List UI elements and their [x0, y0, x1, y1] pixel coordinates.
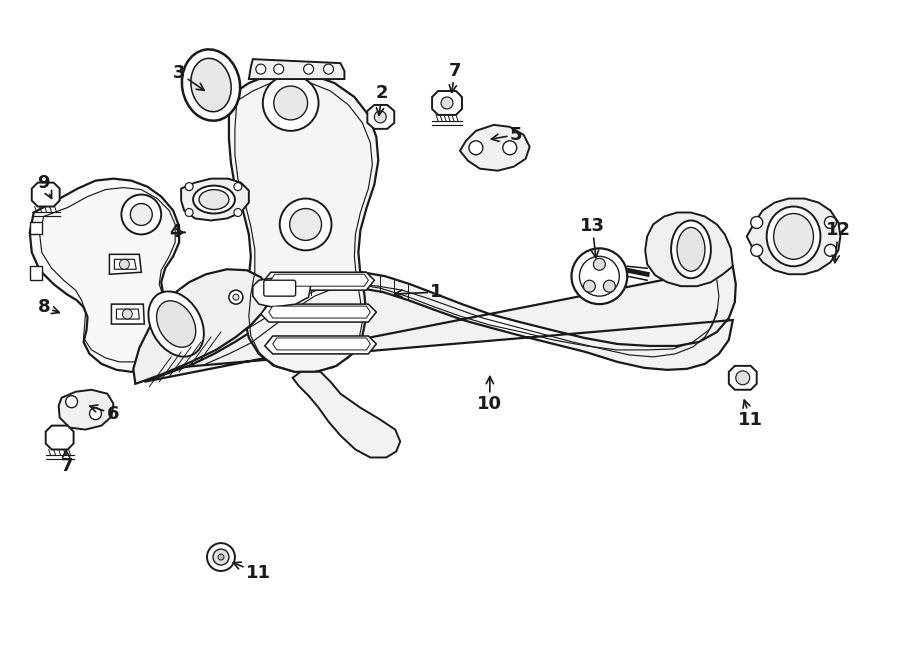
- Circle shape: [736, 371, 750, 385]
- Circle shape: [824, 244, 836, 256]
- Circle shape: [290, 209, 321, 240]
- Circle shape: [503, 141, 517, 155]
- Polygon shape: [58, 390, 113, 430]
- Polygon shape: [133, 269, 269, 384]
- Text: 5: 5: [491, 126, 522, 144]
- Polygon shape: [432, 91, 462, 115]
- Ellipse shape: [148, 291, 204, 357]
- Polygon shape: [747, 199, 841, 274]
- Polygon shape: [114, 260, 136, 269]
- Text: 4: 4: [169, 223, 184, 242]
- Circle shape: [441, 97, 453, 109]
- Polygon shape: [292, 372, 400, 457]
- Polygon shape: [144, 266, 736, 382]
- Ellipse shape: [199, 189, 229, 209]
- Polygon shape: [261, 304, 376, 322]
- Text: 6: 6: [90, 404, 119, 422]
- Polygon shape: [30, 266, 41, 280]
- Polygon shape: [30, 179, 183, 372]
- Text: 3: 3: [173, 64, 204, 91]
- Circle shape: [234, 183, 242, 191]
- Text: 2: 2: [376, 84, 389, 115]
- Polygon shape: [229, 73, 378, 372]
- Polygon shape: [32, 183, 59, 207]
- Polygon shape: [46, 426, 74, 449]
- Polygon shape: [248, 59, 345, 79]
- Circle shape: [572, 248, 627, 304]
- Polygon shape: [271, 274, 368, 286]
- Circle shape: [323, 64, 334, 74]
- Polygon shape: [269, 306, 370, 318]
- Polygon shape: [265, 336, 376, 354]
- Polygon shape: [460, 125, 530, 171]
- Text: 7: 7: [60, 450, 73, 475]
- Circle shape: [751, 244, 762, 256]
- Circle shape: [583, 280, 596, 292]
- Ellipse shape: [194, 185, 235, 214]
- Circle shape: [469, 141, 483, 155]
- Text: 1: 1: [395, 283, 443, 301]
- Text: 12: 12: [826, 221, 850, 263]
- Polygon shape: [30, 222, 41, 234]
- Circle shape: [185, 183, 193, 191]
- Polygon shape: [645, 213, 733, 286]
- Circle shape: [66, 396, 77, 408]
- Ellipse shape: [157, 301, 195, 348]
- Circle shape: [751, 216, 762, 228]
- Ellipse shape: [677, 228, 705, 271]
- Ellipse shape: [774, 214, 814, 260]
- Polygon shape: [273, 338, 370, 350]
- Text: 13: 13: [580, 217, 605, 258]
- Ellipse shape: [671, 220, 711, 278]
- Text: 11: 11: [233, 562, 271, 582]
- Circle shape: [256, 64, 266, 74]
- Circle shape: [229, 290, 243, 304]
- Text: 10: 10: [477, 377, 502, 412]
- Ellipse shape: [767, 207, 821, 266]
- Circle shape: [234, 209, 242, 216]
- Polygon shape: [181, 179, 248, 220]
- Circle shape: [263, 75, 319, 131]
- Circle shape: [580, 256, 619, 296]
- Circle shape: [274, 86, 308, 120]
- Circle shape: [303, 64, 313, 74]
- Text: 8: 8: [38, 298, 59, 316]
- Polygon shape: [729, 366, 757, 390]
- Circle shape: [280, 199, 331, 250]
- Circle shape: [213, 549, 229, 565]
- Polygon shape: [110, 254, 141, 274]
- Circle shape: [218, 554, 224, 560]
- Circle shape: [185, 209, 193, 216]
- Circle shape: [122, 195, 161, 234]
- Circle shape: [130, 203, 152, 226]
- Circle shape: [374, 111, 386, 123]
- Text: 7: 7: [449, 62, 461, 93]
- Circle shape: [122, 309, 132, 319]
- Circle shape: [593, 258, 606, 270]
- Polygon shape: [112, 304, 144, 324]
- Circle shape: [603, 280, 616, 292]
- Polygon shape: [116, 309, 140, 319]
- Circle shape: [207, 543, 235, 571]
- Circle shape: [274, 64, 284, 74]
- Ellipse shape: [182, 50, 240, 120]
- Polygon shape: [253, 276, 310, 307]
- Polygon shape: [367, 105, 394, 129]
- FancyBboxPatch shape: [264, 280, 296, 296]
- Circle shape: [824, 216, 836, 228]
- Circle shape: [120, 260, 130, 269]
- Circle shape: [233, 294, 238, 300]
- Polygon shape: [263, 272, 374, 290]
- Text: 11: 11: [738, 400, 763, 428]
- Text: 9: 9: [38, 173, 51, 199]
- Ellipse shape: [191, 58, 231, 112]
- Circle shape: [89, 408, 102, 420]
